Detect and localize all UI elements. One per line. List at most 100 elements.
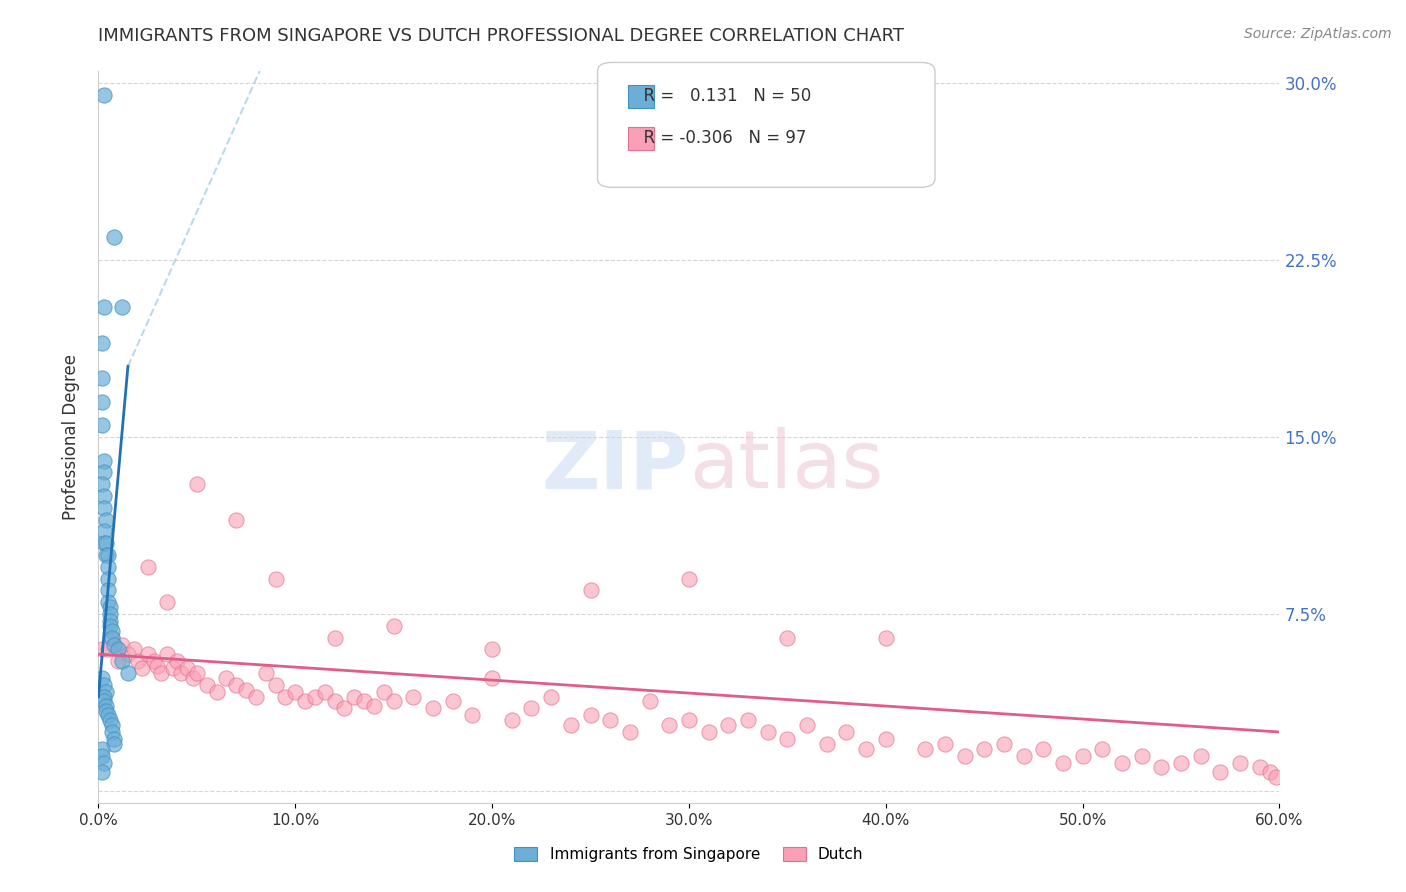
Point [205, 685, 228, 699]
Point [461, 708, 484, 723]
Point [96, 548, 118, 562]
Point [1189, 748, 1212, 763]
Point [294, 694, 316, 708]
Point [181, 671, 204, 685]
Point [176, 661, 198, 675]
Point [560, 718, 582, 732]
Point [953, 748, 976, 763]
Text: atlas: atlas [689, 427, 883, 506]
Point [235, 682, 257, 697]
Point [373, 685, 395, 699]
Point [142, 654, 165, 668]
Point [156, 647, 179, 661]
Point [274, 690, 297, 704]
Point [93, 524, 115, 539]
Point [146, 659, 169, 673]
Point [815, 737, 838, 751]
Point [98, 619, 121, 633]
Point [245, 690, 267, 704]
Point [353, 694, 375, 708]
Text: Source: ZipAtlas.com: Source: ZipAtlas.com [1244, 27, 1392, 41]
Point [973, 741, 995, 756]
Point [776, 631, 799, 645]
Point [520, 701, 543, 715]
Point [98, 607, 121, 621]
Point [91, 748, 114, 763]
Point [875, 631, 897, 645]
Point [101, 631, 124, 645]
Point [195, 678, 218, 692]
Point [1264, 770, 1286, 784]
Point [619, 725, 641, 739]
Point [103, 638, 125, 652]
Point [1209, 765, 1232, 780]
Point [97, 708, 120, 723]
Point [96, 513, 118, 527]
Point [96, 704, 118, 718]
Point [1091, 741, 1114, 756]
Point [111, 301, 134, 315]
Point [422, 701, 444, 715]
Point [93, 756, 115, 770]
Point [323, 631, 346, 645]
Point [1052, 756, 1074, 770]
Point [131, 661, 153, 675]
Point [678, 572, 700, 586]
Point [101, 725, 124, 739]
Point [382, 619, 405, 633]
Point [658, 718, 681, 732]
Point [101, 718, 124, 732]
Point [1170, 756, 1192, 770]
Point [264, 572, 287, 586]
Text: IMMIGRANTS FROM SINGAPORE VS DUTCH PROFESSIONAL DEGREE CORRELATION CHART: IMMIGRANTS FROM SINGAPORE VS DUTCH PROFE… [98, 27, 904, 45]
Point [678, 713, 700, 727]
Point [166, 654, 188, 668]
Point [96, 699, 118, 714]
Point [103, 229, 125, 244]
Point [91, 371, 114, 385]
Y-axis label: Professional Degree: Professional Degree [62, 354, 80, 520]
Point [776, 732, 799, 747]
Point [107, 654, 129, 668]
Point [162, 661, 184, 675]
Point [111, 654, 134, 668]
Point [343, 690, 366, 704]
Point [93, 500, 115, 515]
Point [1229, 756, 1251, 770]
Point [97, 583, 120, 598]
Point [215, 671, 238, 685]
Point [97, 642, 120, 657]
Point [97, 595, 120, 609]
Point [914, 741, 936, 756]
Point [796, 718, 818, 732]
Point [101, 624, 124, 638]
Point [93, 536, 115, 550]
Point [993, 737, 1015, 751]
Point [122, 642, 145, 657]
Point [599, 713, 621, 727]
Text: ZIP: ZIP [541, 427, 689, 506]
Point [156, 595, 179, 609]
Point [1111, 756, 1133, 770]
Point [170, 666, 193, 681]
Point [579, 708, 602, 723]
Point [127, 654, 149, 668]
Point [323, 694, 346, 708]
Point [97, 548, 120, 562]
Point [136, 559, 159, 574]
Point [638, 694, 661, 708]
Point [91, 671, 114, 685]
Point [150, 666, 173, 681]
Point [363, 699, 385, 714]
Point [98, 599, 121, 614]
Point [93, 678, 115, 692]
Point [93, 301, 115, 315]
Point [98, 713, 121, 727]
Point [91, 741, 114, 756]
Point [91, 335, 114, 350]
Point [875, 732, 897, 747]
Point [756, 725, 779, 739]
Point [1150, 760, 1173, 774]
Point [91, 477, 114, 491]
Point [717, 718, 740, 732]
